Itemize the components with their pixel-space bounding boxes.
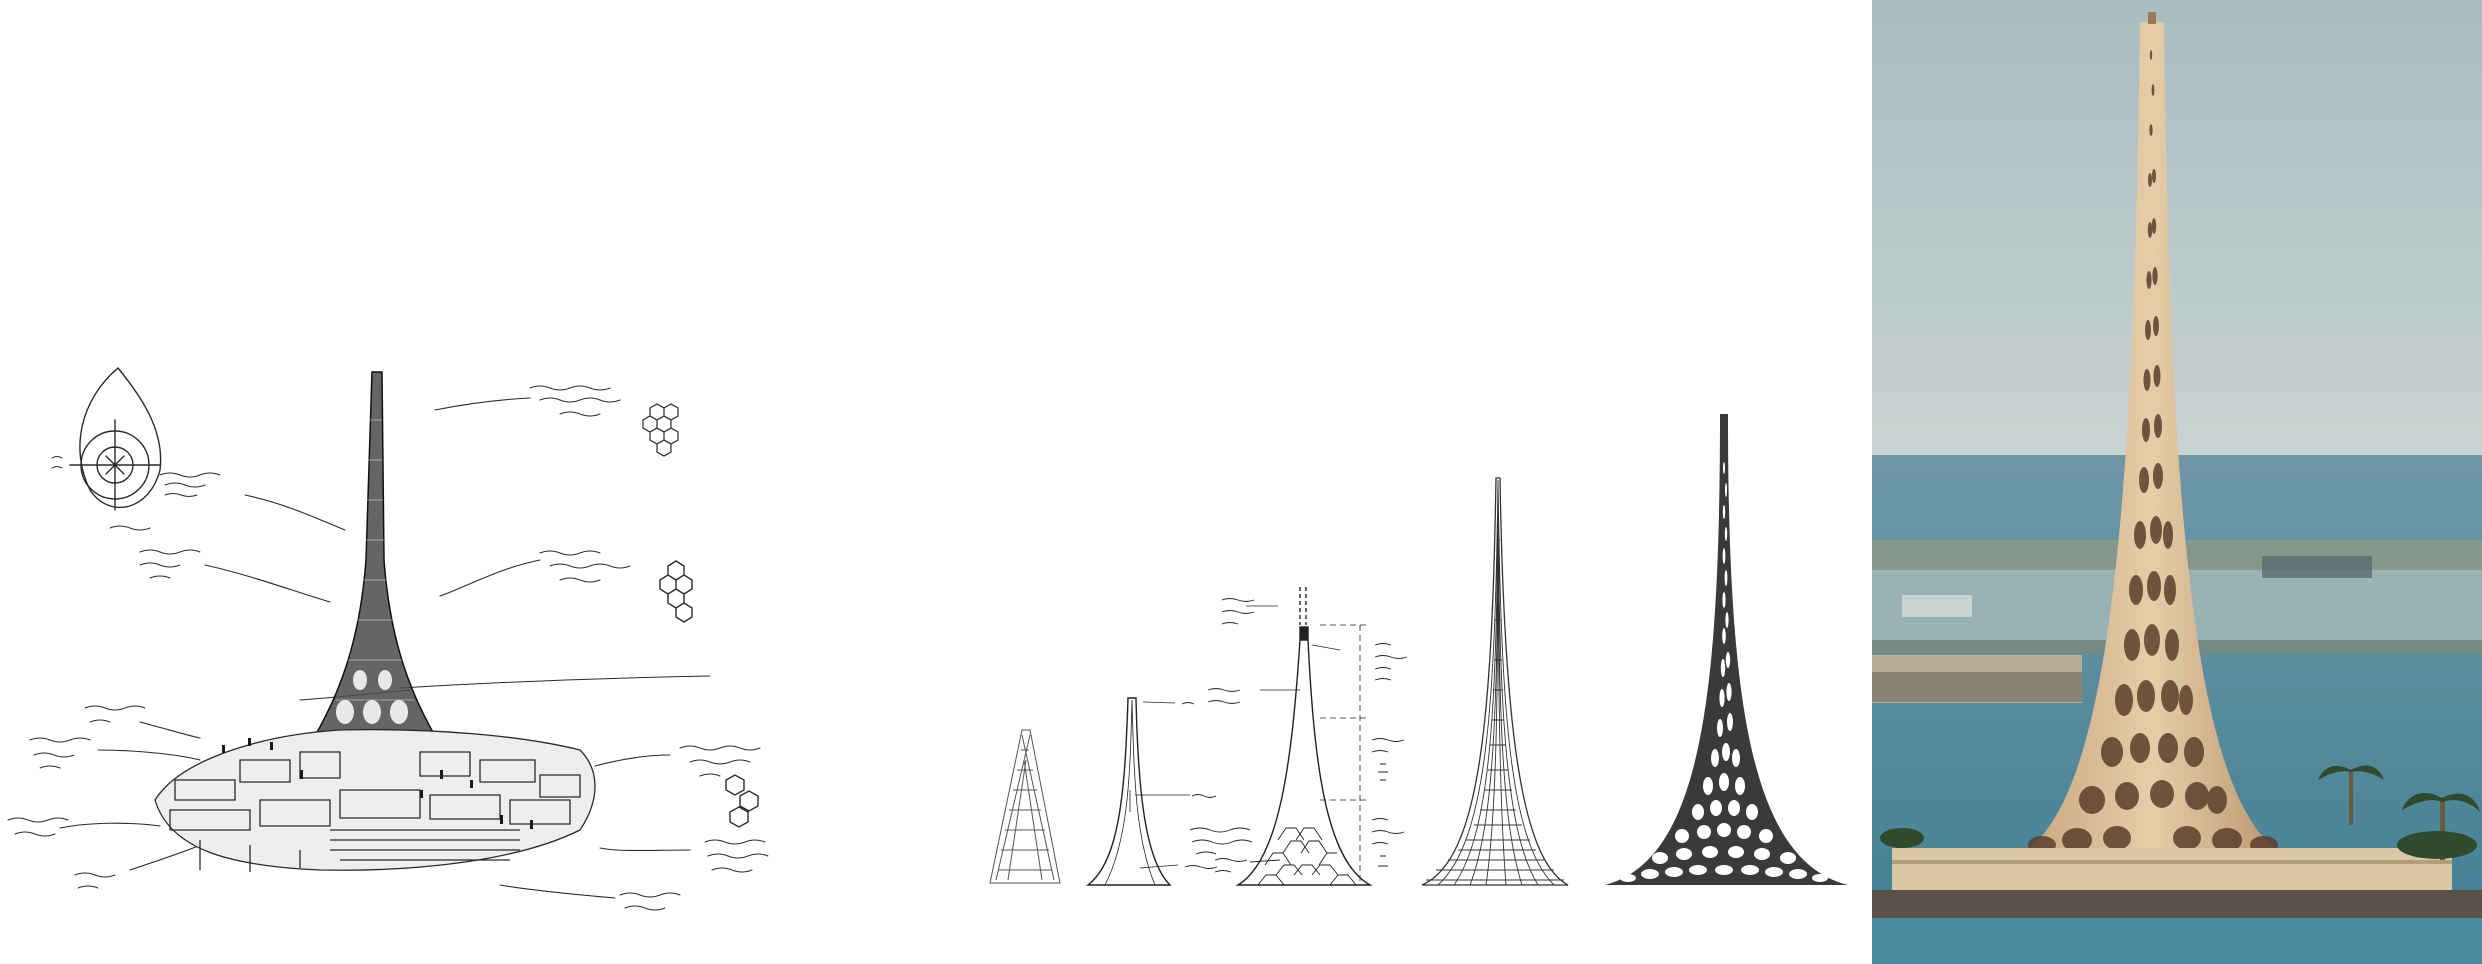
evolution-stage-4 [1421,477,1569,886]
evolution-stage-2 [1085,697,1253,886]
tower-openings [2028,50,2278,854]
base-platform [1892,848,2452,890]
sketch-tower [298,371,452,761]
sketch-island [154,729,596,872]
plan-diagram [69,367,162,511]
hexagon-cluster-icon [642,403,679,457]
rock-seawall [1872,890,2482,918]
hexagon-cluster-icon [659,560,693,623]
sky [1872,0,2482,455]
concept-sketch [7,367,769,911]
form-evolution [989,414,1848,886]
concept-sketch-panel [0,0,960,964]
evolution-stage-1 [989,729,1061,884]
hexagon-cluster-icon [725,774,759,828]
evolution-stage-3 [1207,587,1408,886]
evolution-stage-5 [1605,414,1848,885]
tower [2012,12,2292,858]
form-evolution-panel [960,0,1872,964]
built-tower-photo [1872,0,2482,964]
handwritten-notes [7,385,769,911]
leader-arrows [59,397,691,899]
built-photo-panel [1872,0,2482,964]
palm-trees [1880,765,2480,860]
sketch-figures [222,738,533,829]
